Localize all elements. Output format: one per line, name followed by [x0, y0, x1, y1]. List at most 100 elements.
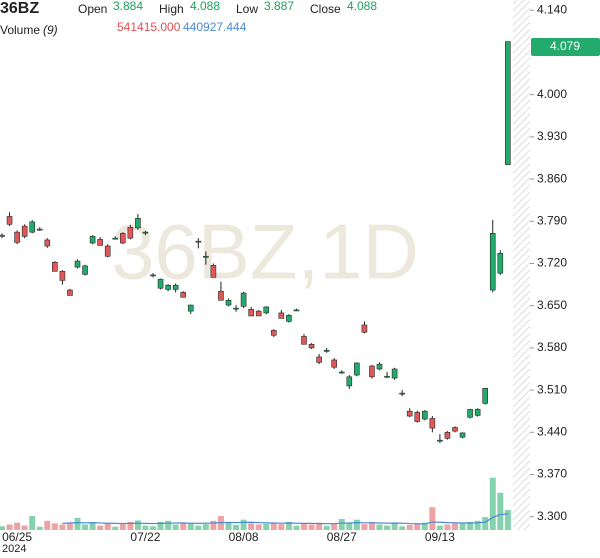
volume-bar	[248, 523, 255, 530]
volume-bar	[308, 524, 315, 530]
volume-bar	[172, 524, 179, 530]
close-value: 4.088	[347, 0, 377, 13]
volume-bar	[6, 524, 13, 530]
candle-body	[270, 330, 277, 336]
candle-body	[346, 376, 353, 387]
volume-bar	[150, 526, 156, 530]
year-label: 2024	[2, 543, 26, 555]
candle-body	[210, 265, 217, 278]
volume-bar	[180, 522, 187, 530]
candle-body	[59, 271, 66, 281]
volume-bar	[187, 523, 194, 530]
volume-bar	[89, 522, 96, 530]
candle-body	[369, 365, 375, 378]
volume-bar	[482, 517, 489, 530]
candle-body	[482, 388, 489, 404]
candle-body	[384, 375, 390, 378]
volume-bar	[157, 521, 164, 530]
y-tick-label: 3.510	[537, 382, 567, 396]
candle-body	[406, 410, 413, 417]
candle-body	[89, 236, 96, 244]
candle-body	[497, 252, 504, 274]
candle-body	[29, 221, 36, 233]
volume-bar	[14, 522, 21, 530]
candle-body	[354, 362, 360, 376]
volume-bar	[459, 522, 466, 530]
volume-bar	[97, 525, 104, 530]
volume-bar	[119, 524, 126, 530]
volume-bar	[399, 526, 406, 530]
y-tick-label: 3.790	[537, 213, 567, 227]
volume-bar	[467, 521, 474, 530]
volume-bar	[142, 525, 149, 530]
volume-bar	[368, 521, 375, 530]
volume-bar	[331, 523, 338, 530]
volume-ma-line	[62, 513, 508, 525]
candle-body	[437, 439, 443, 442]
candle-body	[52, 261, 58, 272]
candle-body	[0, 234, 5, 237]
volume-bar	[29, 516, 36, 530]
candle-body	[248, 309, 254, 317]
candle-body	[112, 237, 119, 240]
candle-body	[444, 432, 451, 439]
volume-bar	[361, 524, 368, 530]
x-tick-label: 06/25	[2, 530, 32, 544]
volume-bar	[240, 519, 247, 530]
volume-bar	[346, 522, 353, 530]
candle-body	[67, 289, 73, 296]
volume-bar	[74, 517, 81, 530]
candle-body	[233, 307, 239, 310]
volume-bar	[210, 520, 217, 530]
volume-ma-value: 440927.444	[183, 20, 247, 34]
volume-bar	[66, 522, 73, 530]
candle-body	[376, 363, 383, 370]
volume-bar	[263, 523, 270, 530]
volume-bar	[489, 477, 496, 530]
y-tick-label: 3.440	[537, 424, 567, 438]
y-tick-label: 4.000	[537, 87, 567, 101]
low-label: Low	[236, 2, 258, 16]
candle-body	[82, 265, 88, 275]
volume-period: (9)	[43, 23, 58, 37]
watermark: 36BZ,1D	[111, 208, 419, 296]
volume-bar	[104, 523, 111, 530]
volume-bar	[82, 524, 89, 530]
volume-bar	[406, 524, 413, 530]
plot	[0, 41, 511, 530]
volume-bar	[270, 522, 277, 530]
candle-body	[187, 304, 194, 312]
candle-body	[293, 309, 300, 312]
volume-bar	[112, 526, 119, 530]
y-tick-label: 3.370	[537, 467, 567, 481]
volume-value: 541415.000	[117, 20, 181, 34]
volume-bar	[316, 522, 323, 530]
candle-body	[142, 231, 149, 234]
candle-body	[421, 410, 428, 420]
candle-body	[14, 231, 20, 243]
volume-bar	[504, 510, 511, 530]
volume-bar	[421, 522, 428, 530]
volume-bar	[127, 521, 134, 530]
candle-body	[127, 227, 134, 239]
candle-body	[203, 255, 209, 258]
y-tick-label: 4.140	[537, 2, 567, 16]
volume-bar	[255, 524, 262, 530]
candle-body	[391, 368, 398, 379]
volume-bar	[278, 524, 285, 530]
candle-body	[361, 324, 368, 333]
x-tick-label: 09/13	[425, 530, 455, 544]
volume-bar	[195, 525, 202, 530]
volume-bar	[36, 526, 43, 530]
candle-body	[338, 371, 345, 374]
volume-bar	[225, 522, 232, 530]
volume-bar	[202, 524, 209, 530]
candle-body	[278, 312, 285, 319]
volume-bar	[301, 523, 307, 530]
candle-body	[414, 412, 421, 422]
candle-body	[44, 239, 51, 247]
price-box	[531, 38, 600, 57]
candle-body	[21, 225, 28, 237]
candle-body	[399, 392, 405, 395]
